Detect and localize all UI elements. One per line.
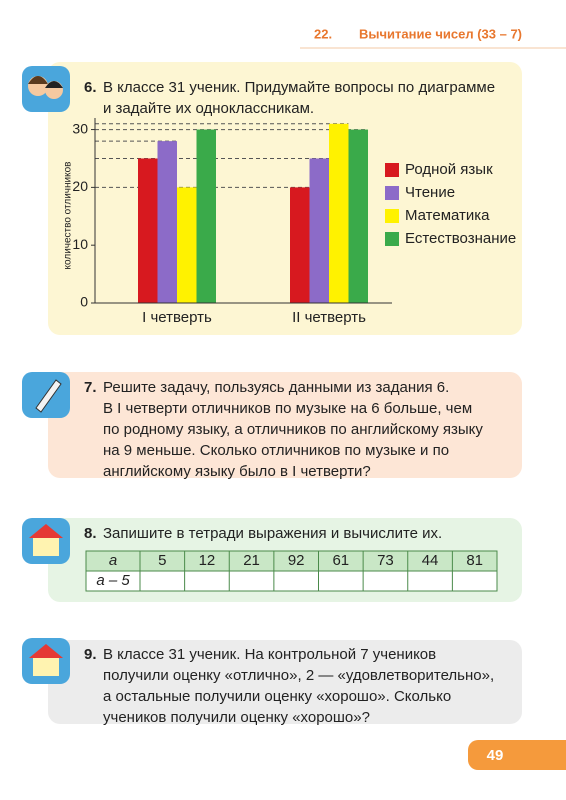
pen-icon	[22, 372, 70, 418]
task-number: 6.	[84, 79, 97, 96]
task-text: В классе 31 ученик. На контрольной 7 уче…	[103, 646, 436, 663]
legend-label: Естествознание	[405, 230, 516, 247]
task-number: 7.	[84, 379, 97, 396]
table-cell-text: 61	[332, 552, 349, 569]
task-text: В I четверти отличников по музыке на 6 б…	[103, 400, 472, 417]
task-box	[48, 372, 522, 478]
table-cell-text: 12	[199, 552, 216, 569]
legend-label: Математика	[405, 207, 490, 224]
house-icon	[22, 638, 70, 684]
legend-swatch	[385, 232, 399, 246]
table-cell-text: 81	[466, 552, 483, 569]
page-tab	[468, 740, 566, 770]
bar	[348, 129, 368, 303]
house-icon	[22, 518, 70, 564]
y-tick-label: 0	[80, 294, 88, 310]
task-text: а остальные получили оценку «хорошо». Ск…	[103, 688, 451, 705]
task-number: 8.	[84, 525, 97, 542]
y-tick-label: 10	[72, 236, 88, 252]
y-tick-label: 30	[72, 120, 88, 136]
table-cell-text: 21	[243, 552, 260, 569]
task-text: В классе 31 ученик. Придумайте вопросы п…	[103, 79, 495, 96]
bar	[138, 158, 158, 303]
bar	[177, 187, 197, 303]
header-title: Вычитание чисел (33 – 7)	[359, 26, 522, 41]
legend-swatch	[385, 186, 399, 200]
x-tick-label: II четверть	[292, 309, 366, 326]
task-text: по родному языку, а отличников по англий…	[103, 421, 483, 438]
header-number: 22.	[314, 26, 332, 41]
bar	[290, 187, 310, 303]
y-axis-label: количество отличников	[63, 162, 74, 270]
task-text: английскому языку было в I четверти?	[103, 463, 371, 480]
table-header: a – 5	[96, 572, 130, 589]
task-number: 9.	[84, 646, 97, 663]
task-text: получили оценку «отлично», 2 — «удовлетв…	[103, 667, 494, 684]
bar	[157, 141, 177, 303]
task-text: Запишите в тетради выражения и вычислите…	[103, 525, 442, 542]
task-text: и задайте их одноклассникам.	[103, 100, 314, 117]
x-tick-label: I четверть	[142, 309, 212, 326]
task-box	[48, 640, 522, 724]
kids-icon	[22, 66, 70, 112]
task-text: на 9 меньше. Сколько отличников по музык…	[103, 442, 449, 459]
legend-label: Чтение	[405, 184, 455, 201]
y-tick-label: 20	[72, 178, 88, 194]
bar	[196, 129, 216, 303]
bar	[309, 158, 329, 303]
page-number: 49	[487, 747, 504, 764]
task-text: Решите задачу, пользуясь данными из зада…	[103, 379, 449, 396]
legend-swatch	[385, 163, 399, 177]
legend-label: Родной язык	[405, 161, 493, 178]
legend-swatch	[385, 209, 399, 223]
table-cell-text: 44	[422, 552, 439, 569]
task-text: учеников получили оценку «хорошо»?	[103, 709, 370, 726]
table-cell-text: 92	[288, 552, 305, 569]
table-cell-text: 73	[377, 552, 394, 569]
table-header: a	[109, 552, 117, 569]
bar	[329, 123, 349, 303]
table-cell	[85, 570, 498, 592]
table-cell-text: 5	[158, 552, 166, 569]
